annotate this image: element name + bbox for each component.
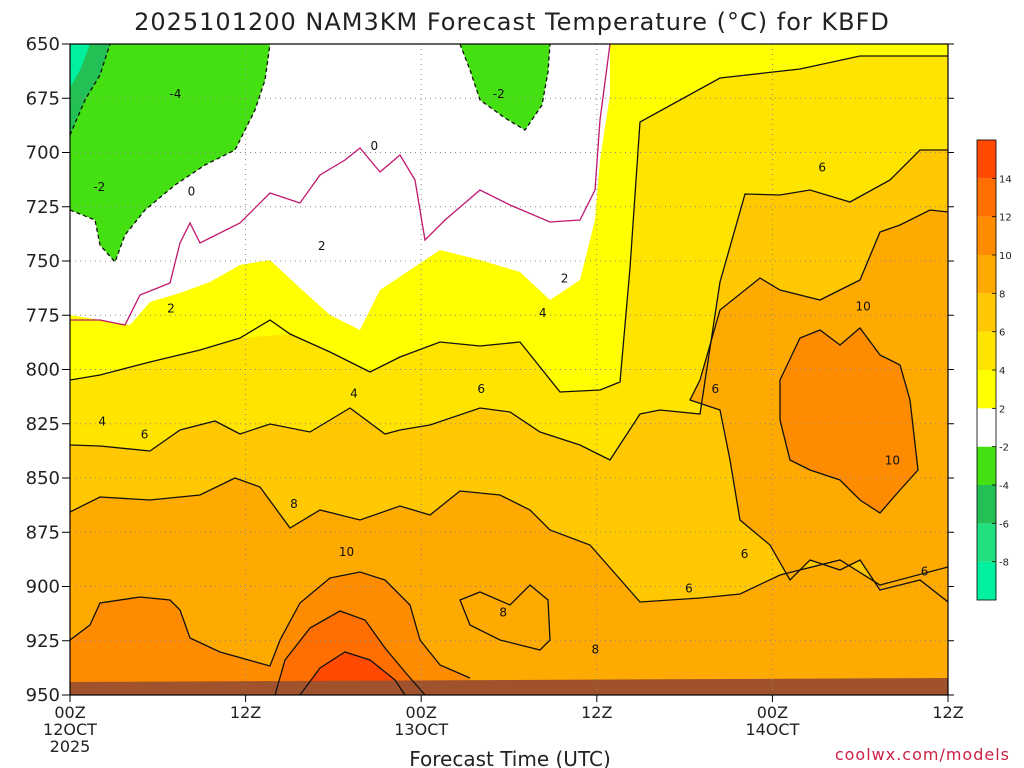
colorbar-tick-label: -8 <box>999 558 1009 569</box>
colorbar-tick-label: -6 <box>999 519 1009 530</box>
contour-8 <box>70 571 471 679</box>
y-tick-label: 750 <box>26 251 60 272</box>
y-tick-label: 775 <box>26 305 60 326</box>
contour-label: 6 <box>741 547 749 561</box>
contour-label: 0 <box>188 185 196 199</box>
contour-label: 8 <box>499 606 507 620</box>
y-tick-label: 675 <box>26 88 60 109</box>
contour-zero <box>70 44 611 326</box>
grid-lines <box>70 44 948 695</box>
contour-label: 10 <box>855 300 870 314</box>
colorbar-swatch <box>977 408 996 447</box>
credit-link[interactable]: coolwx.com/models <box>835 745 1010 764</box>
x-tick-label: 00Z <box>54 703 85 722</box>
colorbar-tick-label: -2 <box>999 443 1009 454</box>
y-tick-label: 850 <box>26 468 60 489</box>
colorbar-swatch <box>977 446 996 485</box>
y-tick-label: 900 <box>26 577 60 598</box>
x-tick-label: 12Z <box>932 703 963 722</box>
ground <box>70 678 948 695</box>
contour-label: 6 <box>712 382 720 396</box>
contour-minus2-center <box>459 44 551 131</box>
contour-4 <box>70 149 948 461</box>
contour-labels: -4 -2 -2 0 0 2 2 2 4 4 4 6 6 6 6 6 6 6 8 8 8 10 10 10 <box>93 87 929 657</box>
contour-minus2 <box>70 44 271 264</box>
fill-band-minus2-center <box>460 44 550 130</box>
colorbar-tick-label: 6 <box>999 328 1005 339</box>
y-tick-label: 825 <box>26 414 60 435</box>
colorbar-swatch <box>977 293 996 332</box>
contour-label: 6 <box>921 564 929 578</box>
y-tick-label: 725 <box>26 197 60 218</box>
colorbar-tick-label: -4 <box>999 481 1009 492</box>
x-tick-label: 13OCT <box>394 720 448 739</box>
colorbar-swatch <box>977 370 996 409</box>
colorbar-tick-label: 14 <box>999 174 1012 185</box>
y-tick-label: 875 <box>26 522 60 543</box>
y-tick-label: 950 <box>26 685 60 706</box>
contour-label: 6 <box>477 382 485 396</box>
contour-6 <box>70 477 948 603</box>
colorbar-swatch <box>977 216 996 255</box>
contour-label: -2 <box>93 180 105 194</box>
colorbar-swatch <box>977 178 996 217</box>
colorbar: -8 -6 -4 -2 2 4 6 8 10 12 14 <box>976 139 1012 601</box>
contour-6-east <box>689 209 948 603</box>
x-tick-label: 12OCT <box>43 720 97 739</box>
colorbar-tick-label: 10 <box>999 251 1012 262</box>
y-tick-label: 650 <box>26 34 60 55</box>
contour-lines <box>70 44 948 695</box>
colorbar-swatch <box>977 485 996 524</box>
x-tick-label: 12Z <box>581 703 612 722</box>
colorbar-tick-label: 8 <box>999 289 1005 300</box>
contour-10-east <box>779 327 919 514</box>
contour-label: -4 <box>169 87 181 101</box>
colorbar-swatch <box>977 140 996 179</box>
contour-label: 0 <box>371 139 379 153</box>
fill-band-minus6 <box>70 44 90 88</box>
colorbar-swatch <box>977 255 996 294</box>
contour-label: 6 <box>141 428 149 442</box>
colorbar-swatch <box>977 561 996 600</box>
y-tick-label: 800 <box>26 360 60 381</box>
x-tick-label: 00Z <box>406 703 437 722</box>
contour-label: 4 <box>350 386 358 400</box>
x-tick-label: 2025 <box>50 737 91 756</box>
contour-2 <box>70 55 948 393</box>
contour-label: 10 <box>339 545 354 559</box>
y-tick-label: 925 <box>26 631 60 652</box>
plot-area: -4 -2 -2 0 0 2 2 2 4 4 4 6 6 6 6 6 6 6 8 8 8 10 10 10 <box>70 44 948 695</box>
contour-label: 4 <box>539 306 547 320</box>
colorbar-tick-label: 2 <box>999 404 1005 415</box>
contour-minus4 <box>70 44 111 136</box>
contour-label: -2 <box>493 87 505 101</box>
colorbar-swatch <box>977 331 996 370</box>
contour-label: 6 <box>685 582 693 596</box>
colorbar-swatch <box>977 523 996 562</box>
temperature-fills <box>70 44 948 695</box>
colorbar-tick-label: 12 <box>999 213 1012 224</box>
contour-label: 8 <box>592 642 600 656</box>
contour-12 <box>299 651 406 695</box>
contour-label: 4 <box>98 415 106 429</box>
contour-label: 6 <box>818 161 826 175</box>
x-axis-label: Forecast Time (UTC) <box>409 747 611 768</box>
x-tick-label: 14OCT <box>745 720 799 739</box>
y-tick-label: 700 <box>26 143 60 164</box>
x-tick-label: 00Z <box>757 703 788 722</box>
fill-band-10-east <box>780 328 918 513</box>
contour-label: 2 <box>167 302 175 316</box>
contour-label: 2 <box>561 271 569 285</box>
contour-label: 10 <box>885 454 900 468</box>
colorbar-tick-label: 4 <box>999 366 1005 377</box>
contour-8-loop <box>459 584 551 651</box>
contour-label: 2 <box>318 239 326 253</box>
chart-title: 2025101200 NAM3KM Forecast Temperature (… <box>134 8 890 36</box>
x-tick-label: 12Z <box>230 703 261 722</box>
contour-label: 8 <box>290 497 298 511</box>
contour-10 <box>274 610 426 695</box>
